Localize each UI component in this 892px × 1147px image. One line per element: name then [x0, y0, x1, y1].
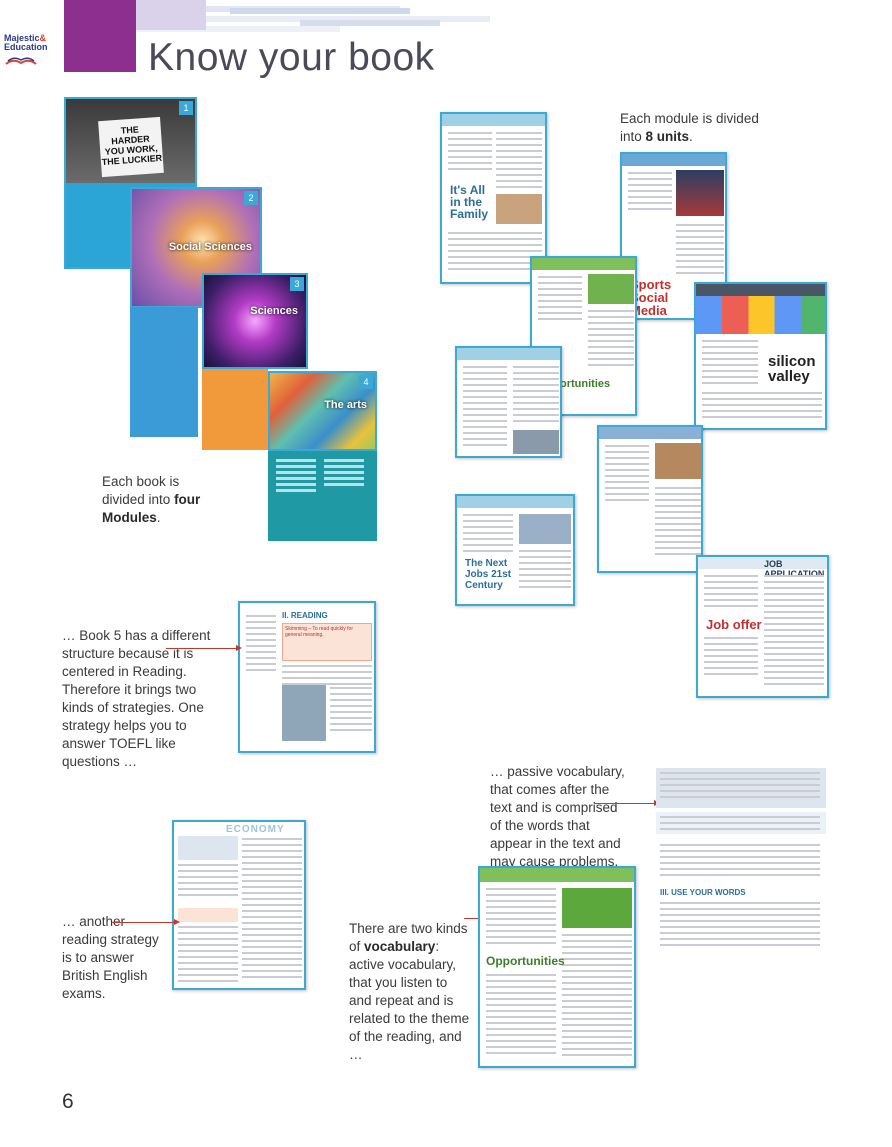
caption-passive-vocabulary: … passive vocabulary, that comes after t… [490, 764, 625, 869]
skimming-note: Skimming – To read quickly for general m… [285, 626, 353, 638]
opportunities-page-bottom: Opportunities [478, 866, 636, 1068]
lookup-box [656, 768, 826, 808]
brand-amp: & [39, 33, 47, 43]
unit-title-next-jobs: The Next Jobs 21st Century [465, 558, 512, 591]
cover-number: 1 [179, 101, 193, 115]
unit-page-technology [455, 346, 562, 458]
unit-title-job-app: JOB APPLICATION [764, 559, 825, 579]
unit-title-silicon: silicon valley [768, 353, 816, 385]
use-words-heading: III. USE YOUR WORDS [660, 888, 746, 897]
cover-label: The arts [324, 399, 367, 411]
enterprise-photo [655, 443, 701, 479]
caption-british-exams: … another reading strategy is to answer … [62, 914, 159, 1001]
unit-page-next-jobs: The Next Jobs 21st Century [455, 494, 575, 606]
header-decoration [0, 0, 892, 100]
reading-heading: II. READING [282, 611, 328, 620]
cover-label: Sciences [250, 305, 298, 317]
caption-units-bold: 8 units [645, 129, 690, 144]
caption-modules-bold: four Modules [102, 492, 201, 525]
unit-title-family: It's All in the Family [450, 183, 489, 221]
page-title: Know your book [148, 36, 435, 79]
cover-module-3-back [202, 369, 268, 450]
cover-number: 3 [290, 277, 304, 291]
caption-units-post: . [689, 129, 693, 144]
economy-title: ECONOMY [226, 824, 285, 835]
cover-module-2-back [130, 307, 198, 437]
page-number: 6 [62, 1090, 74, 1113]
caption-vocab-post: : active vocabulary, that you listen to … [349, 939, 470, 1062]
tech-photo [513, 430, 559, 454]
book5-reading-page: II. READING Skimming – To read quickly f… [238, 601, 376, 753]
book-icon [5, 57, 37, 65]
cover-module-4-back [268, 451, 377, 541]
pointer-book5 [166, 645, 242, 651]
passive-vocab-page: III. USE YOUR WORDS [656, 768, 836, 956]
caption-modules-post: . [156, 510, 161, 525]
caption-vocab-bold: vocabulary [364, 939, 436, 954]
skimming-box: Skimming – To read quickly for general m… [282, 623, 372, 661]
cover-module-4: 4 The arts [268, 371, 377, 451]
brand-line2: Education [4, 42, 48, 52]
unit-title-job-offer: Job offer [706, 617, 762, 632]
jobs-photo [519, 514, 571, 544]
unit-page-job-application: JOB APPLICATION Job offer [696, 555, 829, 698]
caption-eight-units: Each module is divided into 8 units. [620, 110, 770, 146]
pointer-passive [594, 800, 660, 806]
brand-line1: Majestic [4, 33, 40, 43]
brand-logo: Majestic& Education [4, 34, 60, 71]
caption-book5-structure: … Book 5 has a different structure becau… [62, 628, 211, 769]
reading-photo [282, 685, 326, 741]
family-photo [496, 194, 542, 224]
cover-label: Social Sciences [168, 241, 252, 253]
unit-page-family: It's All in the Family [440, 112, 547, 284]
unit-page-small-enterprises [597, 425, 703, 573]
unit-title-sports: Sports Social Media [630, 277, 672, 318]
caption-units-pre: Each module is divided into [620, 111, 759, 144]
caption-vocab-pre: There are two kinds of [349, 921, 468, 954]
google-logo-photo [696, 296, 825, 334]
pointer-british [112, 919, 180, 925]
cover-module-3: 3 Sciences [202, 273, 308, 369]
cover-number: 2 [244, 191, 258, 205]
opportunities-title-bottom: Opportunities [486, 954, 565, 968]
cover-number: 4 [359, 375, 373, 389]
caption-four-modules: Each book is divided into four Modules. [102, 473, 222, 527]
green-photo [588, 274, 634, 304]
caption-modules-pre: Each book is divided into [102, 474, 180, 507]
green-photo-bottom [562, 888, 632, 928]
sports-photo [676, 170, 724, 216]
caption-two-kinds-vocabulary: There are two kinds of vocabulary: activ… [349, 920, 471, 1064]
economy-page: ECONOMY [172, 820, 306, 990]
cover-sign-card: THE HARDER YOU WORK, THE LUCKIER [98, 116, 164, 178]
unit-page-silicon-valley: silicon valley [694, 282, 827, 430]
